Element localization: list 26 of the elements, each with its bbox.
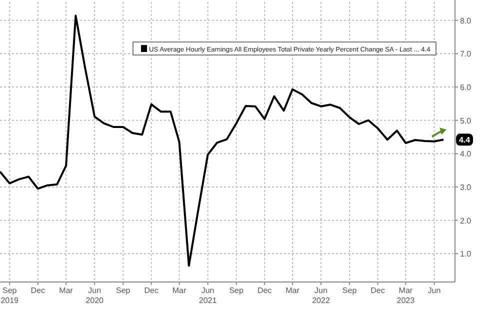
y-tick-label: 5.0 — [460, 116, 472, 126]
line-series — [0, 14, 445, 267]
x-tick-label: Jun 2022 — [312, 286, 330, 305]
x-tick-label: Jun 2021 — [198, 286, 218, 305]
x-tick-label: Sep 2019 — [0, 286, 20, 305]
y-tick-label: 1.0 — [460, 250, 472, 259]
x-tick-label: Mar — [172, 286, 186, 295]
x-tick-label: Dec — [257, 286, 272, 295]
x-tick-label: Mar — [286, 286, 300, 295]
y-tick-label: 4.0 — [460, 150, 472, 159]
x-tick-label: Sep — [229, 286, 244, 295]
x-tick-label: Mar 2023 — [396, 286, 416, 305]
x-tick-label: Dec — [144, 286, 158, 295]
x-tick-label: Dec — [30, 286, 45, 295]
x-tick-label: Sep — [116, 286, 131, 295]
y-tick-label: 3.0 — [460, 183, 472, 192]
y-tick-label: 2.0 — [460, 216, 472, 226]
y-tick-label: 6.0 — [460, 83, 472, 92]
x-tick-label: Jun — [428, 286, 441, 295]
y-tick-label: 8.0 — [460, 16, 472, 26]
annotation: 4.4 — [458, 136, 471, 145]
x-tick-label: Mar — [59, 286, 74, 295]
x-tick-label: Jun 2020 — [86, 286, 104, 305]
x-tick-label: Sep — [342, 286, 358, 295]
x-tick-label: Dec — [370, 286, 385, 295]
y-tick-label: 7.0 — [460, 50, 472, 59]
